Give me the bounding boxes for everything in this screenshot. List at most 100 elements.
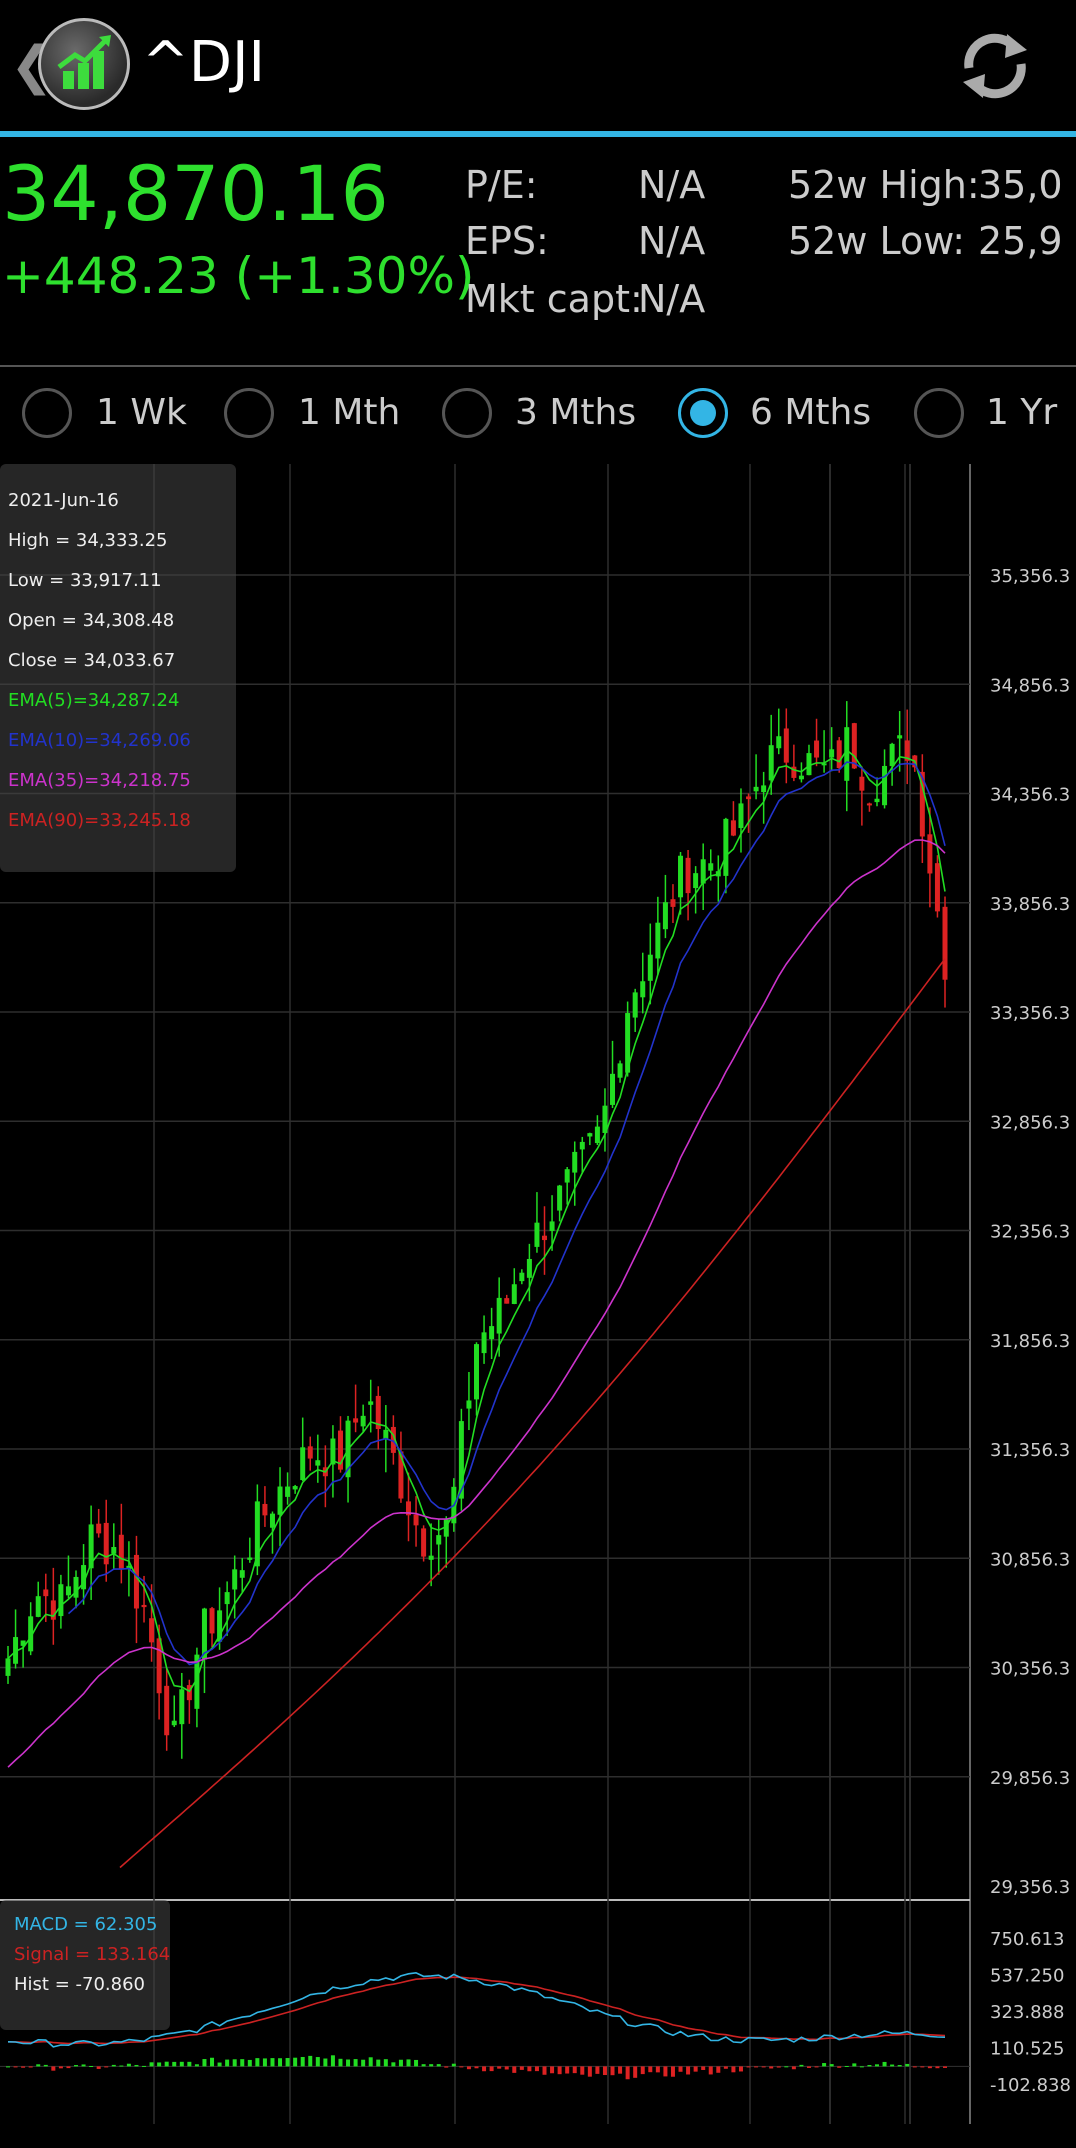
candle-body	[133, 1554, 139, 1609]
macd-hist-bar	[618, 2066, 623, 2074]
range-label-1yr[interactable]: 1 Yr	[986, 392, 1058, 433]
info-ema90: EMA(90)=33,245.18	[8, 810, 191, 831]
macd-info-panel: MACD = 62.305 Signal = 133.164 Hist = -7…	[0, 1900, 170, 2030]
macd-hist-bar	[444, 2066, 449, 2068]
macd-hist-bar	[550, 2066, 555, 2074]
radio-6mths[interactable]	[678, 388, 728, 438]
candle-body	[337, 1430, 343, 1470]
macd-hist-bar	[194, 2064, 199, 2067]
high52-value: 35,0	[978, 163, 1063, 207]
macd-hist-bar	[806, 2066, 811, 2068]
quote-panel: 34,870.16 +448.23 (+1.30%) P/E: N/A EPS:…	[0, 137, 1076, 365]
macd-hist-bar	[43, 2064, 48, 2067]
candle-body	[330, 1438, 336, 1465]
candle-body	[632, 992, 638, 1018]
radio-1yr[interactable]	[914, 388, 964, 438]
y-tick-label: 30,356.3	[990, 1659, 1070, 1680]
hist-value: Hist = -70.860	[14, 1974, 145, 1995]
refresh-icon[interactable]	[955, 24, 1035, 108]
candle-body	[118, 1534, 124, 1569]
macd-hist-bar	[852, 2063, 857, 2067]
candle-body	[617, 1063, 623, 1078]
candle-body	[542, 1235, 548, 1241]
macd-hist-bar	[134, 2064, 139, 2067]
candle-body	[262, 1503, 268, 1516]
macd-hist-bar	[421, 2064, 426, 2067]
macd-hist-bar	[648, 2066, 653, 2073]
radio-3mths[interactable]	[442, 388, 492, 438]
macd-hist-bar	[784, 2066, 789, 2068]
macd-hist-bar	[383, 2059, 388, 2067]
y-tick-label: 32,856.3	[990, 1112, 1070, 1133]
macd-tick-label: 110.525	[990, 2039, 1064, 2060]
candle-body	[300, 1447, 306, 1481]
candle-body	[798, 775, 804, 780]
macd-hist-bar	[791, 2066, 796, 2070]
price-chart[interactable]: 35,356.3 34,856.3 34,356.3 33,856.3 33,356.3…	[0, 462, 1076, 2124]
macd-hist-bar	[754, 2066, 759, 2068]
candle-body	[247, 1557, 253, 1560]
macd-hist-bar	[346, 2059, 351, 2067]
candle-body	[398, 1451, 404, 1499]
candle-body	[35, 1596, 41, 1617]
candle-body	[640, 981, 646, 998]
candle-body	[353, 1418, 359, 1423]
candle-body	[88, 1524, 94, 1569]
range-label-1mth[interactable]: 1 Mth	[298, 392, 401, 433]
macd-hist-bar	[172, 2061, 177, 2067]
app-logo[interactable]	[38, 18, 130, 110]
candle-body	[458, 1421, 464, 1499]
info-ema35: EMA(35)=34,218.75	[8, 770, 191, 791]
macd-hist-bar	[398, 2059, 403, 2067]
candle-body	[844, 727, 850, 781]
macd-hist-bar	[104, 2066, 109, 2068]
macd-hist-bar	[512, 2066, 517, 2073]
macd-hist-bar	[111, 2064, 116, 2067]
candle-body	[489, 1326, 495, 1340]
candle-body	[428, 1555, 434, 1560]
candle-body	[164, 1685, 170, 1736]
macd-hist-bar	[293, 2057, 298, 2067]
macd-hist-bar	[142, 2065, 147, 2067]
range-label-3mths[interactable]: 3 Mths	[515, 392, 637, 433]
radio-1wk[interactable]	[22, 388, 72, 438]
macd-hist-bar	[565, 2066, 570, 2074]
macd-hist-bar	[542, 2066, 547, 2075]
macd-hist-bar	[353, 2059, 358, 2067]
macd-hist-bar	[240, 2059, 245, 2067]
candle-body	[383, 1429, 389, 1439]
macd-hist-bar	[232, 2059, 237, 2067]
y-tick-label: 33,356.3	[990, 1003, 1070, 1024]
macd-hist-bar	[96, 2066, 101, 2069]
candle-body	[851, 723, 857, 769]
macd-value: MACD = 62.305	[14, 1914, 158, 1935]
candle-body	[111, 1547, 117, 1554]
candle-body	[209, 1608, 215, 1634]
y-tick-label: 32,356.3	[990, 1222, 1070, 1243]
macd-hist-bar	[247, 2059, 252, 2067]
macd-hist-bar	[663, 2066, 668, 2077]
candle-body	[73, 1576, 79, 1598]
price-change: +448.23 (+1.30%)	[2, 247, 475, 305]
macd-hist-bar	[595, 2066, 600, 2074]
candle-body	[526, 1258, 532, 1278]
macd-hist-bar	[504, 2066, 509, 2070]
radio-1mth[interactable]	[224, 388, 274, 438]
macd-tick-label: 537.250	[990, 1966, 1064, 1987]
macd-hist-bar	[338, 2058, 343, 2067]
macd-hist-bar	[890, 2064, 895, 2067]
candle-body	[791, 766, 797, 778]
range-label-6mths[interactable]: 6 Mths	[750, 392, 872, 433]
macd-hist-bar	[323, 2058, 328, 2067]
range-label-1wk[interactable]: 1 Wk	[96, 392, 187, 433]
macd-hist-bar	[572, 2066, 577, 2074]
candle-body	[368, 1401, 374, 1405]
candle-body	[738, 803, 744, 829]
candle-body	[511, 1284, 517, 1305]
macd-hist-bar	[693, 2066, 698, 2072]
eps-label: EPS:	[465, 219, 549, 263]
candle-body	[390, 1426, 396, 1453]
mktcap-label: Mkt capt:	[465, 277, 643, 321]
candle-body	[594, 1126, 600, 1144]
macd-tick-label: 750.613	[990, 1929, 1064, 1950]
